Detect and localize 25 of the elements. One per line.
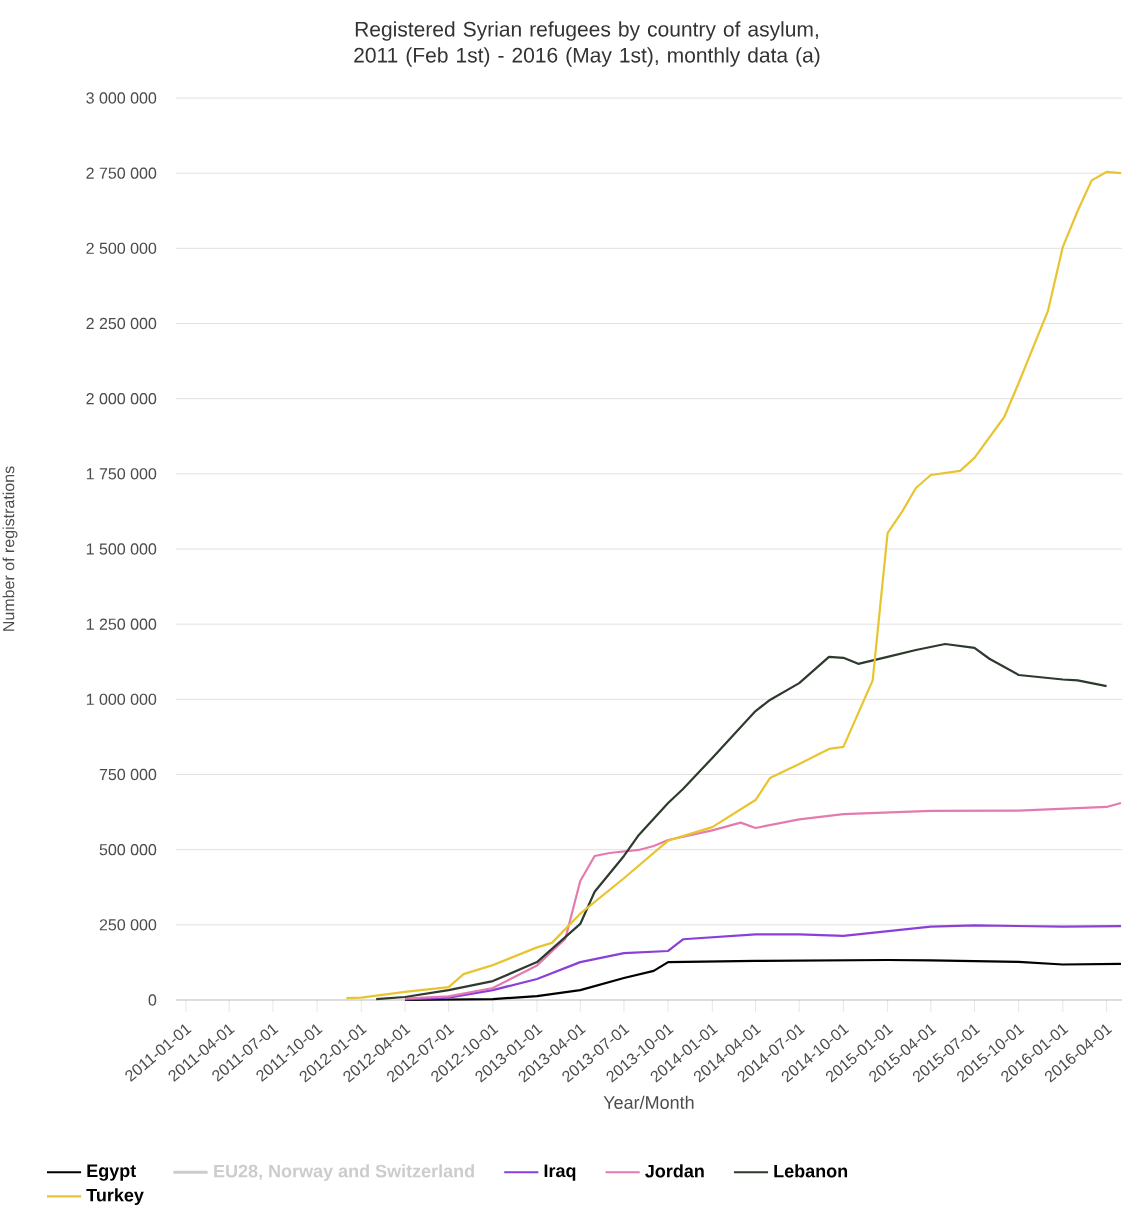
y-tick-label: 1 000 000 [86,693,157,705]
line-series [403,801,1123,1000]
y-tick-label: 750 000 [99,768,157,781]
legend-label: Jordan [645,1164,704,1178]
y-tick-label: 250 000 [99,919,157,931]
legend-label: Iraq [544,1164,576,1181]
y-tick-label: 2 750 000 [86,167,157,179]
y-tick-label: 1 500 000 [86,543,157,555]
line-series [345,170,1123,1000]
y-tick-label: 1 750 000 [86,468,157,480]
line-series [375,642,1108,1001]
y-tick-label: 3 000 000 [86,92,157,104]
y-tick-label: 500 000 [99,844,157,856]
chart-title: Registered Syrian refugees by country of asylum, 2011 (Feb 1st) - 2016 (May 1st), monthly data (a) [354,21,820,67]
y-tick-label: 1 250 000 [86,618,157,630]
y-tick-label: 0 [148,994,157,1006]
x-axis-title: Year/Month [603,1095,694,1109]
line-series [403,958,1123,1002]
y-axis-title: Number of registrations [2,466,18,631]
y-tick-label: 2 250 000 [86,317,157,330]
y-tick-label: 2 000 000 [86,393,157,405]
y-tick-label: 2 500 000 [86,242,157,254]
legend-label: Turkey [86,1188,144,1206]
legend-label: Lebanon [774,1164,848,1178]
legend-label: Egypt [87,1164,136,1181]
